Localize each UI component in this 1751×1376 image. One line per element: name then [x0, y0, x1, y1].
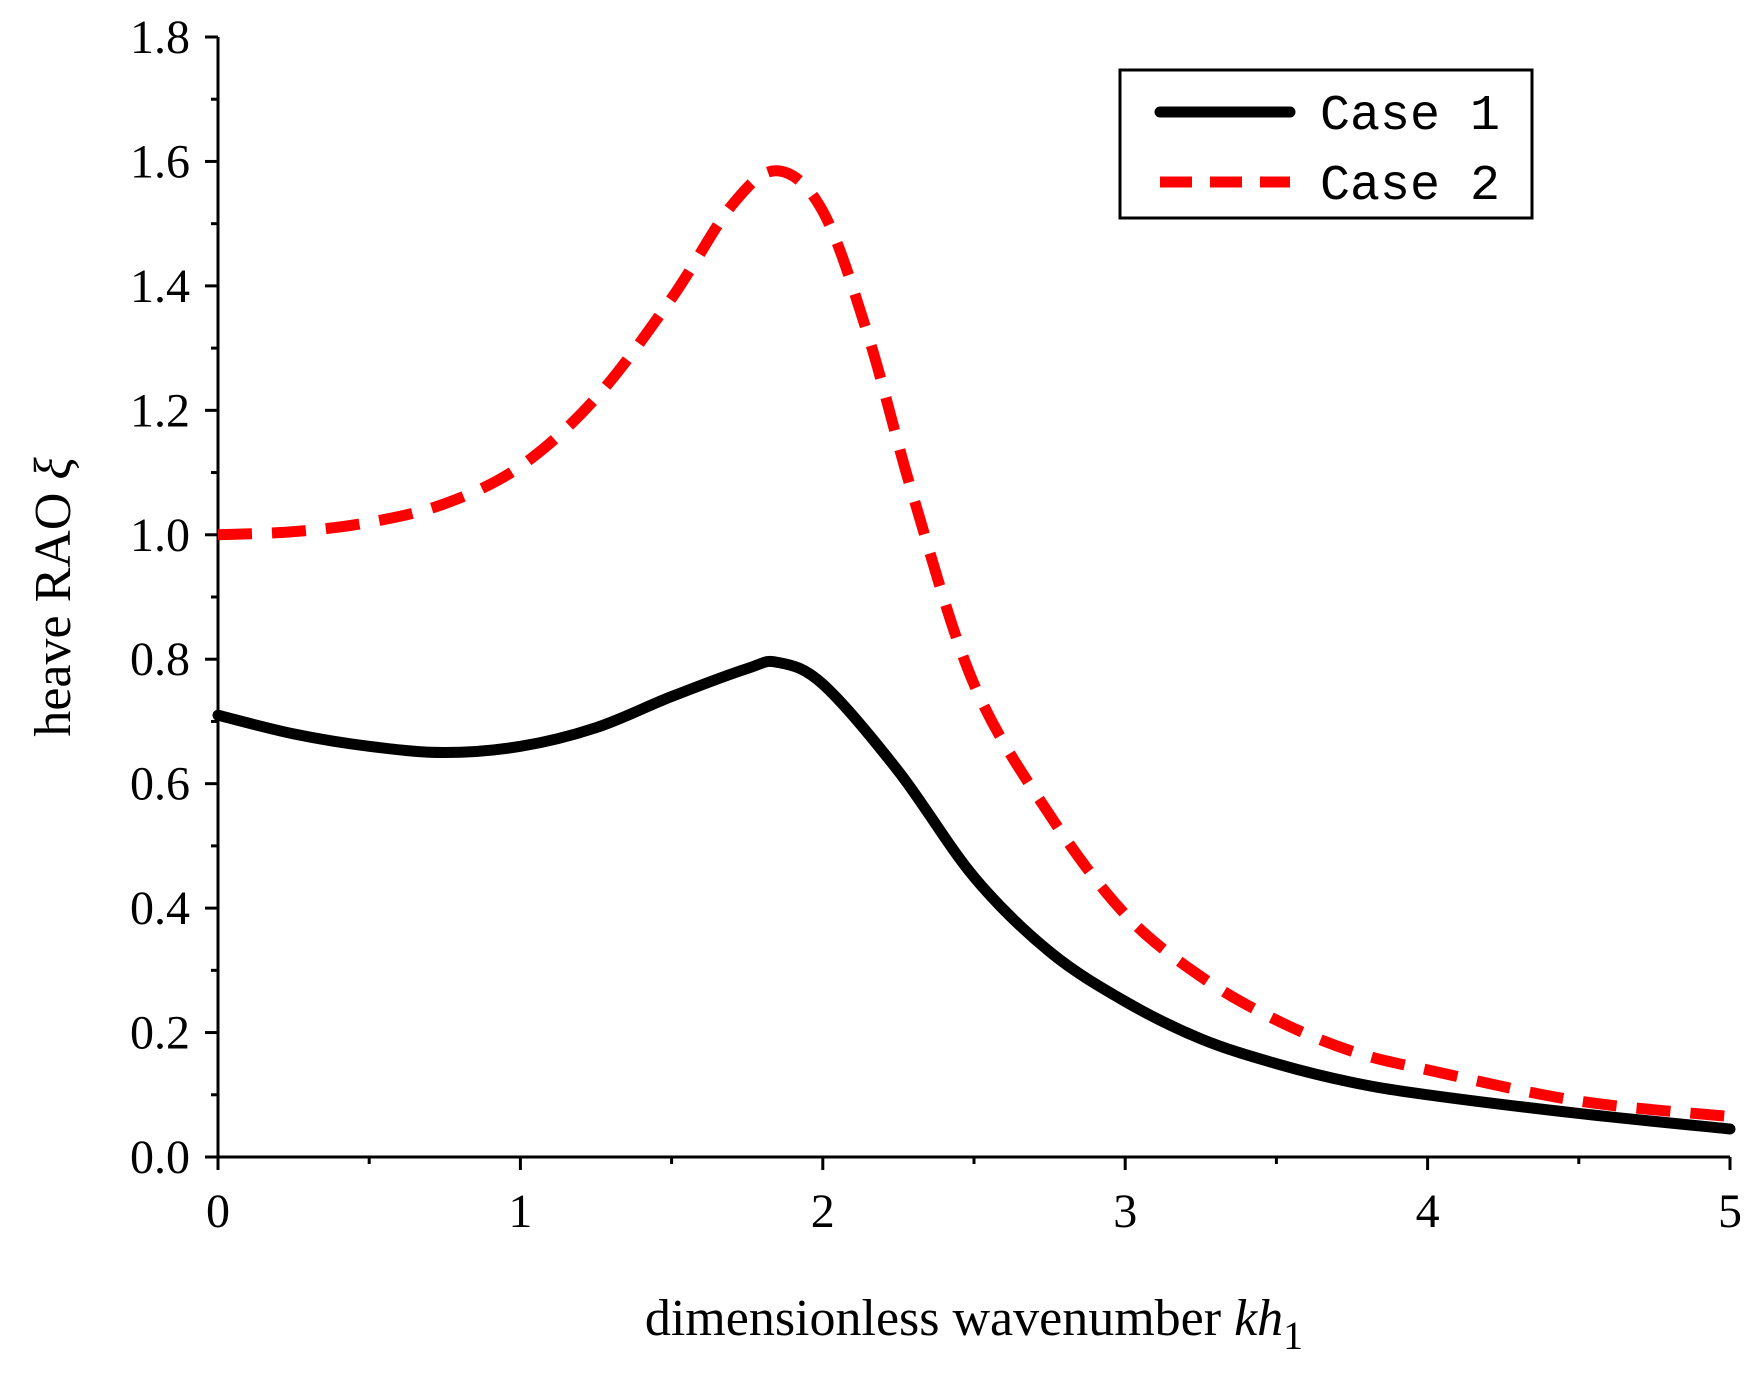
x-axis-title: dimensionless wavenumber kh1: [645, 1290, 1303, 1358]
y-tick-label: 1.6: [130, 135, 190, 188]
y-tick-label: 0.8: [130, 633, 190, 686]
y-axis-title: heave RAO ξ: [25, 457, 82, 737]
x-tick-label: 2: [811, 1185, 835, 1238]
x-tick-label: 5: [1718, 1185, 1742, 1238]
x-axis-title-variable: kh: [1234, 1290, 1283, 1347]
legend-label-case-2: Case 2: [1320, 158, 1500, 215]
x-axis-title-subscript: 1: [1283, 1313, 1303, 1358]
y-tick-label: 0.4: [130, 882, 190, 935]
legend-label-case-1: Case 1: [1320, 88, 1500, 145]
x-tick-label: 1: [508, 1185, 532, 1238]
y-tick-label: 0.6: [130, 758, 190, 811]
legend-box: [1118, 68, 1534, 220]
x-tick-label: 4: [1416, 1185, 1440, 1238]
x-ticks: 0 1 2 3 4 5: [206, 1157, 1742, 1238]
y-tick-label: 1.4: [130, 260, 190, 313]
x-tick-label: 3: [1113, 1185, 1137, 1238]
y-tick-label: 0.2: [130, 1007, 190, 1060]
x-tick-label: 0: [206, 1185, 230, 1238]
y-ticks: 0.0 0.2 0.4 0.6 0.8 1.0 1.2 1.4 1.6 1.8: [130, 11, 218, 1184]
y-axis-title-text: heave RAO: [25, 480, 82, 737]
series-layer: [212, 165, 1736, 1135]
y-axis-title-symbol: ξ: [25, 457, 82, 480]
series-line-case-2: [217, 165, 1731, 1123]
series-line-case-1: [212, 655, 1736, 1135]
legend: Case 1 Case 2: [1118, 68, 1534, 220]
y-tick-label: 1.2: [130, 384, 190, 437]
y-tick-label: 1.8: [130, 11, 190, 64]
x-axis-title-text: dimensionless wavenumber: [645, 1290, 1234, 1347]
y-tick-label: 0.0: [130, 1131, 190, 1184]
y-tick-label: 1.0: [130, 509, 190, 562]
